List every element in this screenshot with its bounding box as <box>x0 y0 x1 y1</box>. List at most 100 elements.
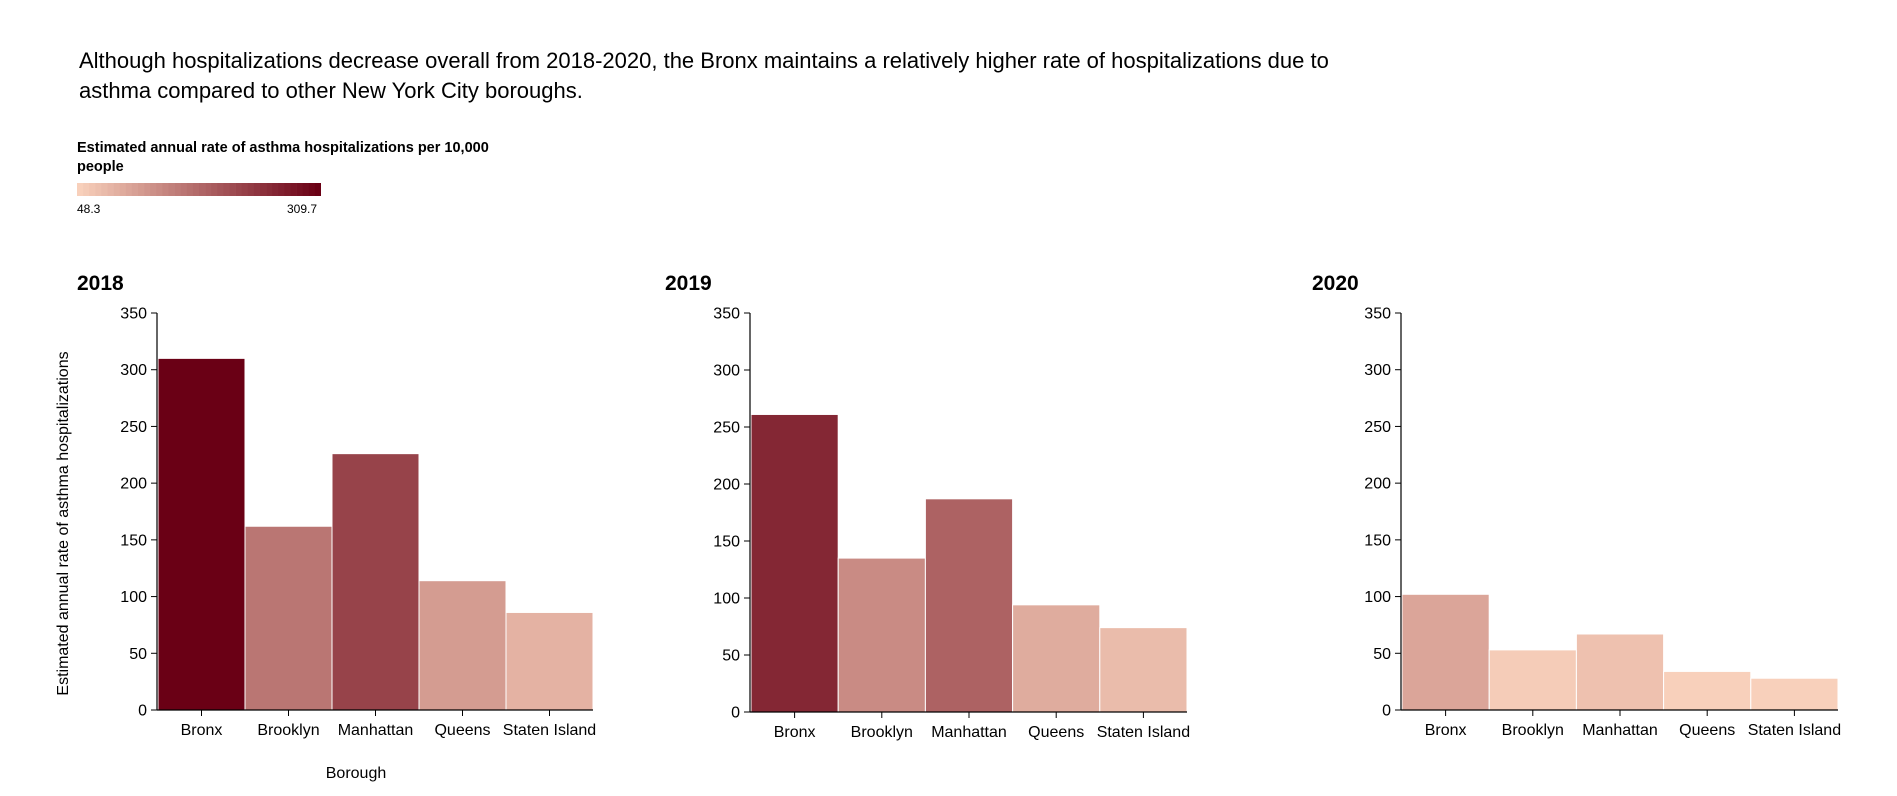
y-tick-label: 200 <box>1364 476 1391 493</box>
bar-bronx <box>157 357 246 711</box>
legend-ramp-step <box>229 183 236 196</box>
legend-ramp-step <box>83 183 90 196</box>
x-tick-label: Manhattan <box>338 722 414 739</box>
bar-chart-2018: 2018 0 50 100 150 200 250 300 350 Bronx Brooklyn Ma… <box>55 272 596 782</box>
x-tick-label: Queens <box>1679 722 1735 739</box>
legend-ramp-step <box>272 183 279 196</box>
y-tick-label: 100 <box>713 591 740 608</box>
chart-title: 2020 <box>1312 272 1359 295</box>
x-tick-label: Manhattan <box>1582 722 1658 739</box>
bar-staten-island <box>505 611 594 711</box>
bar-manhattan <box>1575 633 1665 711</box>
legend-ramp-step <box>186 183 194 196</box>
legend-ramp-step <box>205 183 212 196</box>
legend-ramp-step <box>290 183 297 196</box>
y-tick-label: 150 <box>1364 532 1391 549</box>
legend-ramp-step <box>284 183 291 196</box>
y-tick-label: 250 <box>1364 419 1391 436</box>
y-tick-label: 150 <box>713 534 740 551</box>
y-tick-label: 350 <box>120 306 147 323</box>
x-tick-label: Queens <box>1028 724 1084 741</box>
y-tick-label: 50 <box>1373 646 1391 663</box>
chart-title: 2019 <box>665 272 712 295</box>
y-tick-label: 300 <box>713 363 740 380</box>
y-tick-label: 200 <box>120 476 147 493</box>
bar-staten-island <box>1750 677 1839 711</box>
legend-title: Estimated annual rate of asthma hospital… <box>77 140 489 175</box>
y-tick-label: 150 <box>120 532 147 549</box>
legend-ramp-step <box>296 183 303 196</box>
bar-brooklyn <box>244 525 333 711</box>
legend-ramp-step <box>174 183 181 196</box>
legend-ramp-step <box>217 183 224 196</box>
legend-ramp-step <box>314 183 321 196</box>
y-tick-label: 200 <box>713 477 740 494</box>
legend-ramp-step <box>156 183 163 196</box>
x-tick-label: Staten Island <box>1748 722 1841 739</box>
bar-brooklyn <box>1488 649 1577 711</box>
bar-manhattan <box>331 453 420 711</box>
legend-ramp-step <box>168 183 175 196</box>
x-axis-title: Borough <box>326 765 387 782</box>
y-tick-label: 250 <box>713 420 740 437</box>
legend-ramp-step <box>101 183 108 196</box>
x-tick-label: Staten Island <box>503 722 596 739</box>
legend-ramp-step <box>247 183 255 196</box>
bar-queens <box>418 580 507 711</box>
x-tick-label: Brooklyn <box>851 724 913 741</box>
y-tick-label: 50 <box>129 646 147 663</box>
y-tick-label: 0 <box>138 703 147 720</box>
bar-queens <box>1012 604 1101 713</box>
legend-ramp-step <box>113 183 120 196</box>
bar-manhattan <box>924 498 1014 713</box>
legend-ramp-step <box>89 183 96 196</box>
legend-ramp-step <box>253 183 261 196</box>
x-tick-label: Brooklyn <box>257 722 319 739</box>
x-tick-label: Brooklyn <box>1502 722 1564 739</box>
legend-ramp-step <box>278 183 285 196</box>
chart-headline: Although hospitalizations decrease overa… <box>79 48 1329 103</box>
y-tick-label: 300 <box>120 362 147 379</box>
legend-ramp-step <box>302 183 310 196</box>
x-tick-label: Queens <box>434 722 490 739</box>
bar-queens <box>1663 670 1752 711</box>
legend-ramp-step <box>138 183 145 196</box>
x-tick-label: Staten Island <box>1097 724 1190 741</box>
bar-brooklyn <box>837 557 926 713</box>
legend-ramp-step <box>125 183 133 196</box>
legend-ramp-step <box>77 183 84 196</box>
legend-ramp-step <box>199 183 206 196</box>
y-tick-label: 300 <box>1364 362 1391 379</box>
legend-ramp-step <box>144 183 151 196</box>
legend-ramp-step <box>131 183 139 196</box>
y-tick-label: 50 <box>722 648 740 665</box>
legend-ramp-step <box>180 183 188 196</box>
legend-ramp-step <box>150 183 157 196</box>
chart-title: 2018 <box>77 272 124 295</box>
legend-ramp-step <box>260 183 267 196</box>
y-axis-title: Estimated annual rate of asthma hospital… <box>55 351 72 695</box>
x-tick-label: Bronx <box>181 722 223 739</box>
legend-ramp-step <box>211 183 218 196</box>
legend-ramp-step <box>235 183 242 196</box>
legend-max-label: 309.7 <box>287 202 318 216</box>
legend-color-ramp <box>77 183 321 196</box>
y-tick-label: 0 <box>731 705 740 722</box>
y-tick-label: 350 <box>1364 306 1391 323</box>
y-tick-label: 250 <box>120 419 147 436</box>
legend-ramp-step <box>241 183 249 196</box>
bar-bronx <box>1401 593 1490 711</box>
legend-ramp-step <box>192 183 200 196</box>
legend-ramp-step <box>223 183 230 196</box>
y-tick-label: 100 <box>120 589 147 606</box>
legend-ramp-step <box>107 183 114 196</box>
y-tick-label: 350 <box>713 306 740 323</box>
bar-chart-2019: 2019 0 50 100 150 200 250 300 350 Bronx Brooklyn Ma… <box>665 272 1190 741</box>
legend-ramp-step <box>162 183 169 196</box>
legend-ramp-step <box>95 183 102 196</box>
legend-ramp-step <box>266 183 273 196</box>
x-tick-label: Bronx <box>1425 722 1467 739</box>
x-tick-label: Manhattan <box>931 724 1007 741</box>
bar-staten-island <box>1099 627 1188 713</box>
